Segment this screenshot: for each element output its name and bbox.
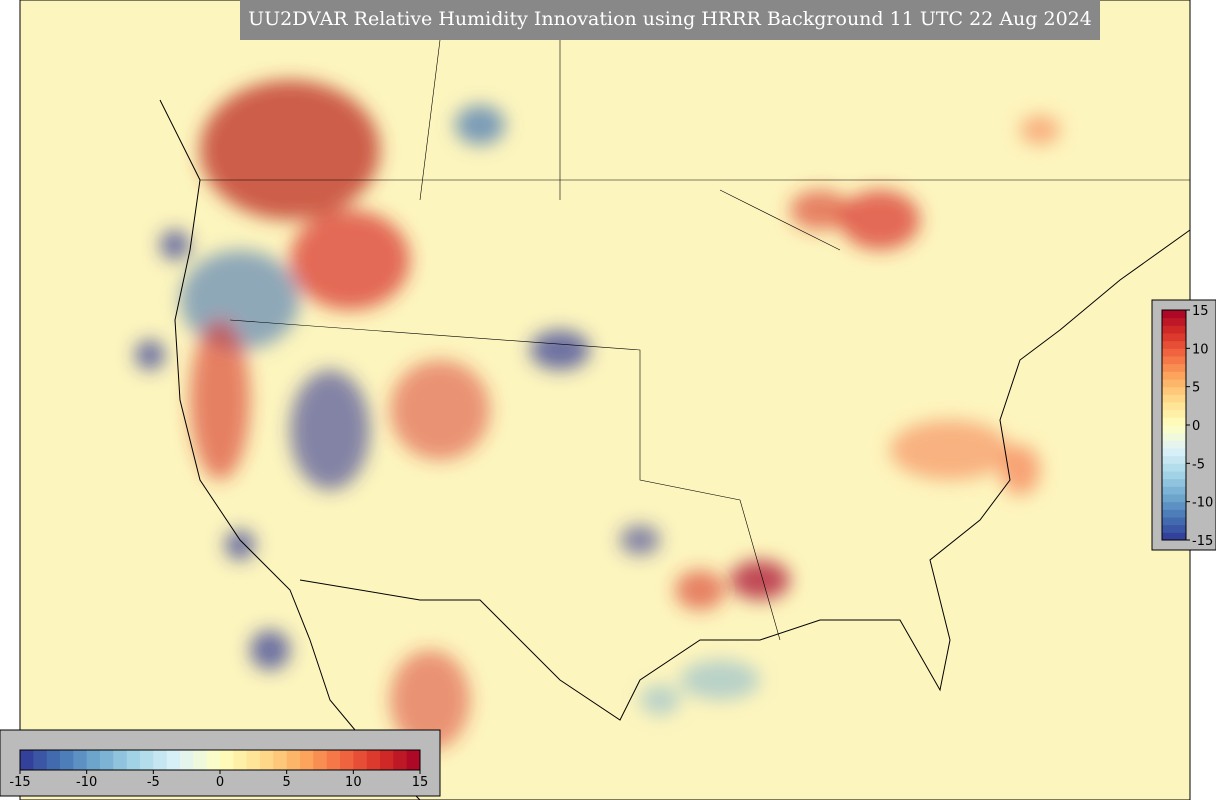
tick-label: 10 — [1192, 342, 1209, 357]
colorbar-segment — [313, 750, 328, 770]
tick-label: -15 — [9, 775, 30, 790]
tick-label: -5 — [1192, 457, 1205, 472]
innovation-field — [135, 80, 1060, 750]
colorbar-segment — [1162, 425, 1186, 434]
colorbar-segment — [1162, 517, 1186, 526]
colorbar-segment — [73, 750, 88, 770]
colorbar-segment — [1162, 379, 1186, 388]
colorbar-segment — [1162, 317, 1186, 326]
colorbar-segment — [286, 750, 301, 770]
colorbar-segment — [1162, 363, 1186, 372]
colorbar-segment — [353, 750, 368, 770]
colorbar-segment — [1162, 532, 1186, 541]
colorbar-segment — [166, 750, 181, 770]
tick-label: 5 — [283, 775, 291, 790]
colorbar-segment — [1162, 455, 1186, 464]
colorbar-segment — [366, 750, 381, 770]
colorbar-segment — [1162, 501, 1186, 510]
colorbar-segment — [206, 750, 221, 770]
colorbar-segment — [100, 750, 114, 770]
tick-label: 15 — [1192, 304, 1209, 319]
colorbar-segment — [406, 750, 421, 770]
colorbar-segment — [340, 750, 354, 770]
colorbar-segment — [153, 750, 168, 770]
colorbar-segment — [1162, 448, 1186, 457]
colorbar-segment — [246, 750, 261, 770]
tick-label: 0 — [216, 775, 224, 790]
colorbar-segment — [1162, 432, 1186, 441]
tick-label: -15 — [1192, 534, 1213, 549]
tick-label: -10 — [76, 775, 97, 790]
tick-label: 5 — [1192, 381, 1200, 396]
map-title: UU2DVAR Relative Humidity Innovation usi… — [248, 8, 1092, 30]
colorbar-segment — [1162, 494, 1186, 503]
colorbar-segment — [1162, 348, 1186, 357]
vertical-colorbar: -15 -10 -5 0 5 10 15 — [1151, 299, 1216, 551]
colorbar-segment — [1162, 486, 1186, 495]
colorbar-segment — [233, 750, 248, 770]
title-background — [240, 0, 1100, 40]
colorbar-segment — [1162, 356, 1186, 365]
colorbar-segment — [1162, 402, 1186, 411]
colorbar-segment — [1162, 409, 1186, 418]
tick-label: -10 — [1192, 496, 1213, 511]
coastlines-and-borders — [159, 39, 1191, 800]
colorbar-segment — [326, 750, 341, 770]
colorbar-segment — [33, 750, 48, 770]
tick-label: 10 — [345, 775, 362, 790]
colorbar-segment — [1162, 524, 1186, 533]
colorbar-segment — [1162, 440, 1186, 449]
colorbar-segment — [86, 750, 101, 770]
colorbar-segment — [1162, 386, 1186, 395]
colorbar-segment — [193, 750, 208, 770]
colorbar-segment — [1162, 417, 1186, 426]
colorbar-segment — [1162, 394, 1186, 403]
colorbar-segment — [1162, 478, 1186, 487]
map — [19, 0, 1191, 800]
colorbar-segment — [1162, 463, 1186, 472]
colorbar-segment — [1162, 310, 1186, 319]
colorbar-segment — [60, 750, 74, 770]
colorbar-segment — [220, 750, 234, 770]
colorbar-segment — [126, 750, 141, 770]
colorbar-segment — [1162, 471, 1186, 480]
colorbar-segment — [380, 750, 394, 770]
tick-label: 0 — [1192, 419, 1200, 434]
horizontal-colorbar: -15 -10 -5 0 5 10 15 — [0, 729, 441, 797]
colorbar-segment — [260, 750, 274, 770]
colorbar-segment — [140, 750, 154, 770]
colorbar-segment — [393, 750, 408, 770]
colorbar-segment — [1162, 333, 1186, 342]
colorbar-segment — [300, 750, 314, 770]
colorbar-segment — [1162, 371, 1186, 380]
colorbar-segment — [1162, 509, 1186, 518]
colorbar-segment — [46, 750, 61, 770]
colorbar-segment — [273, 750, 288, 770]
colorbar-segment — [1162, 340, 1186, 349]
colorbar-segment — [20, 750, 34, 770]
tick-label: 15 — [412, 775, 429, 790]
colorbar-segment — [1162, 325, 1186, 334]
tick-label: -5 — [147, 775, 160, 790]
colorbar-segment — [180, 750, 194, 770]
colorbar-segment — [113, 750, 128, 770]
title-box: UU2DVAR Relative Humidity Innovation usi… — [240, 0, 1100, 40]
